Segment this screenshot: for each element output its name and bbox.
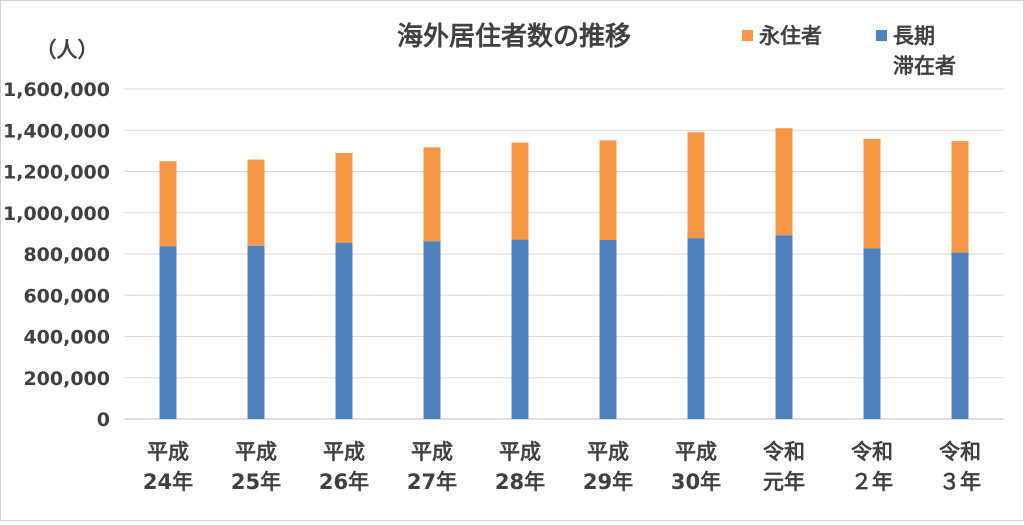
y-tick-label: 200,000 (23, 368, 110, 390)
y-tick-label: 1,200,000 (3, 162, 110, 184)
gridlines (124, 88, 1004, 420)
bar-segment-permanent (159, 161, 177, 247)
bar-segment-long-term (247, 245, 265, 419)
legend-swatch (876, 30, 887, 41)
x-category-label: 25年 (231, 470, 281, 494)
x-category-label: ３年 (939, 470, 981, 494)
legend-label: 永住者 (758, 24, 822, 48)
bar-segment-permanent (511, 142, 529, 240)
x-category-label: 元年 (763, 470, 805, 494)
bar-segment-long-term (687, 238, 705, 419)
x-category-label: ２年 (851, 470, 893, 494)
bar-segment-permanent (599, 140, 617, 240)
y-tick-label: 800,000 (23, 244, 110, 266)
bar-segment-permanent (951, 141, 969, 253)
legend-label: 長期 (893, 24, 935, 48)
y-tick-label: 1,000,000 (3, 203, 110, 225)
bar-segment-long-term (335, 242, 353, 419)
x-category-label: 26年 (319, 470, 369, 494)
x-category-label: 27年 (407, 470, 457, 494)
x-category-label: 平成 (323, 440, 365, 464)
bar-segment-permanent (863, 138, 881, 249)
x-category-label: 令和 (763, 440, 805, 464)
chart-title: 海外居住者数の推移 (397, 21, 631, 52)
bar-segment-long-term (863, 248, 881, 419)
bar-segment-permanent (335, 152, 353, 243)
x-category-label: 24年 (143, 470, 193, 494)
bar-segment-permanent (687, 132, 705, 239)
bar-segment-long-term (511, 239, 529, 419)
bars (159, 128, 969, 419)
x-category-label: 平成 (587, 440, 629, 464)
bar-segment-long-term (775, 235, 793, 419)
bar-segment-long-term (423, 241, 441, 419)
x-category-label: 令和 (851, 440, 893, 464)
y-tick-label: 0 (97, 409, 110, 431)
x-category-label: 平成 (499, 440, 541, 464)
y-axis-ticks: 0 200,000 400,000 600,000 800,000 1,000,000 1,… (3, 79, 110, 431)
bar-segment-long-term (159, 246, 177, 419)
x-category-label: 平成 (411, 440, 453, 464)
x-category-label: 30年 (671, 470, 721, 494)
bar-segment-long-term (599, 239, 617, 419)
bar-segment-permanent (423, 147, 441, 242)
legend-label: 滞在者 (893, 54, 956, 78)
bar-segment-permanent (775, 128, 793, 236)
y-axis-unit-label: （人） (36, 38, 99, 62)
y-tick-label: 1,600,000 (3, 79, 110, 101)
y-tick-label: 1,400,000 (3, 120, 110, 142)
x-category-label: 平成 (675, 440, 717, 464)
x-category-label: 平成 (147, 440, 189, 464)
x-category-label: 28年 (495, 470, 545, 494)
x-category-label: 平成 (235, 440, 277, 464)
x-category-label: 29年 (583, 470, 633, 494)
x-category-label: 令和 (939, 440, 981, 464)
y-tick-label: 400,000 (23, 327, 110, 349)
bar-segment-long-term (951, 252, 969, 419)
bar-segment-permanent (247, 159, 265, 246)
y-tick-label: 600,000 (23, 285, 110, 307)
legend-swatch (742, 30, 753, 41)
